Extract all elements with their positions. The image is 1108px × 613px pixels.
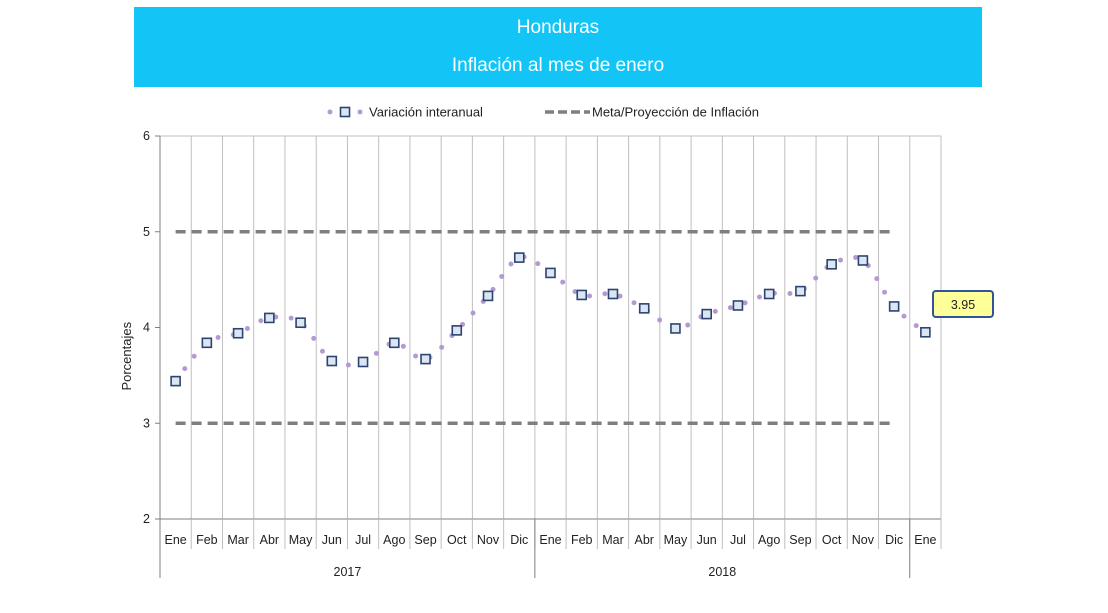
data-point (357, 356, 369, 368)
data-point (232, 327, 244, 339)
x-category-label: Feb (571, 533, 593, 547)
data-point (857, 255, 869, 266)
x-category-label: Ago (758, 533, 780, 547)
axis-labels: 2 3 4 5 6 Ene Feb Mar Abr May Jun Jul Ago Sep Oct Nov Di… (119, 129, 937, 579)
x-category-label: Jul (355, 533, 371, 547)
x-category-label: Dic (510, 533, 528, 547)
data-point (795, 285, 806, 297)
y-axis-title: Porcentajes (119, 321, 134, 390)
plot-area-border (159, 135, 942, 520)
y-tick-label: 6 (143, 129, 150, 143)
year-label: 2017 (334, 565, 362, 579)
x-category-label: Ene (164, 533, 186, 547)
series-variacion-interanual (170, 252, 931, 387)
data-point (170, 375, 181, 387)
chart-subtitle: Inflación al mes de enero (451, 55, 665, 76)
data-point (545, 267, 556, 279)
x-category-label: Oct (447, 533, 467, 547)
data-point (920, 326, 931, 338)
data-point (826, 259, 837, 270)
x-category-label: Mar (227, 533, 249, 547)
data-point (763, 288, 775, 300)
data-point (264, 312, 275, 324)
data-point (638, 303, 650, 314)
data-point (388, 337, 400, 349)
x-category-label: Nov (852, 533, 875, 547)
x-category-label: Mar (602, 533, 624, 547)
legend-dot (327, 109, 333, 115)
data-point (326, 355, 338, 367)
x-category-label: Oct (822, 533, 842, 547)
x-category-label: Jun (322, 533, 342, 547)
x-category-label: Sep (789, 533, 811, 547)
annotation: 3.95 (932, 290, 994, 318)
y-tick-label: 3 (143, 416, 150, 430)
x-category-label: Nov (477, 533, 500, 547)
x-category-label: May (664, 533, 688, 547)
legend-dot (357, 109, 363, 115)
data-point (295, 317, 306, 329)
data-point (732, 300, 744, 311)
x-category-label: Jun (697, 533, 717, 547)
legend-label-meta: Meta/Proyección de Inflación (592, 105, 759, 120)
legend: Variación interanual Meta/Proyección de I… (327, 105, 759, 120)
legend-marker-icon (339, 106, 351, 118)
data-point (701, 308, 713, 320)
grid-lines (159, 135, 942, 520)
data-point (576, 289, 588, 301)
axes (155, 135, 942, 578)
x-category-label: May (289, 533, 313, 547)
x-category-label: Dic (885, 533, 903, 547)
data-point (513, 252, 525, 263)
y-tick-label: 2 (143, 512, 150, 526)
x-category-label: Abr (260, 533, 279, 547)
x-category-label: Ene (914, 533, 936, 547)
x-category-label: Ago (383, 533, 405, 547)
x-category-label: Abr (634, 533, 653, 547)
year-label: 2018 (708, 565, 736, 579)
annotation-box (932, 290, 994, 318)
y-tick-label: 5 (143, 225, 150, 239)
data-point (670, 323, 681, 334)
x-category-label: Jul (730, 533, 746, 547)
data-point (420, 353, 431, 365)
x-category-label: Feb (196, 533, 218, 547)
data-point (451, 325, 463, 336)
x-category-label: Ene (539, 533, 561, 547)
x-category-label: Sep (414, 533, 436, 547)
y-tick-label: 4 (143, 321, 150, 335)
data-point (482, 290, 494, 302)
data-point (607, 288, 619, 300)
annotation-label: 3.95 (951, 298, 975, 312)
data-point (888, 301, 900, 312)
chart-title-banner: Honduras Inflación al mes de enero (134, 7, 982, 87)
chart-title: Honduras (516, 17, 600, 38)
data-point (201, 337, 213, 349)
target-lines (175, 230, 895, 425)
legend-label-variacion: Variación interanual (369, 105, 483, 120)
